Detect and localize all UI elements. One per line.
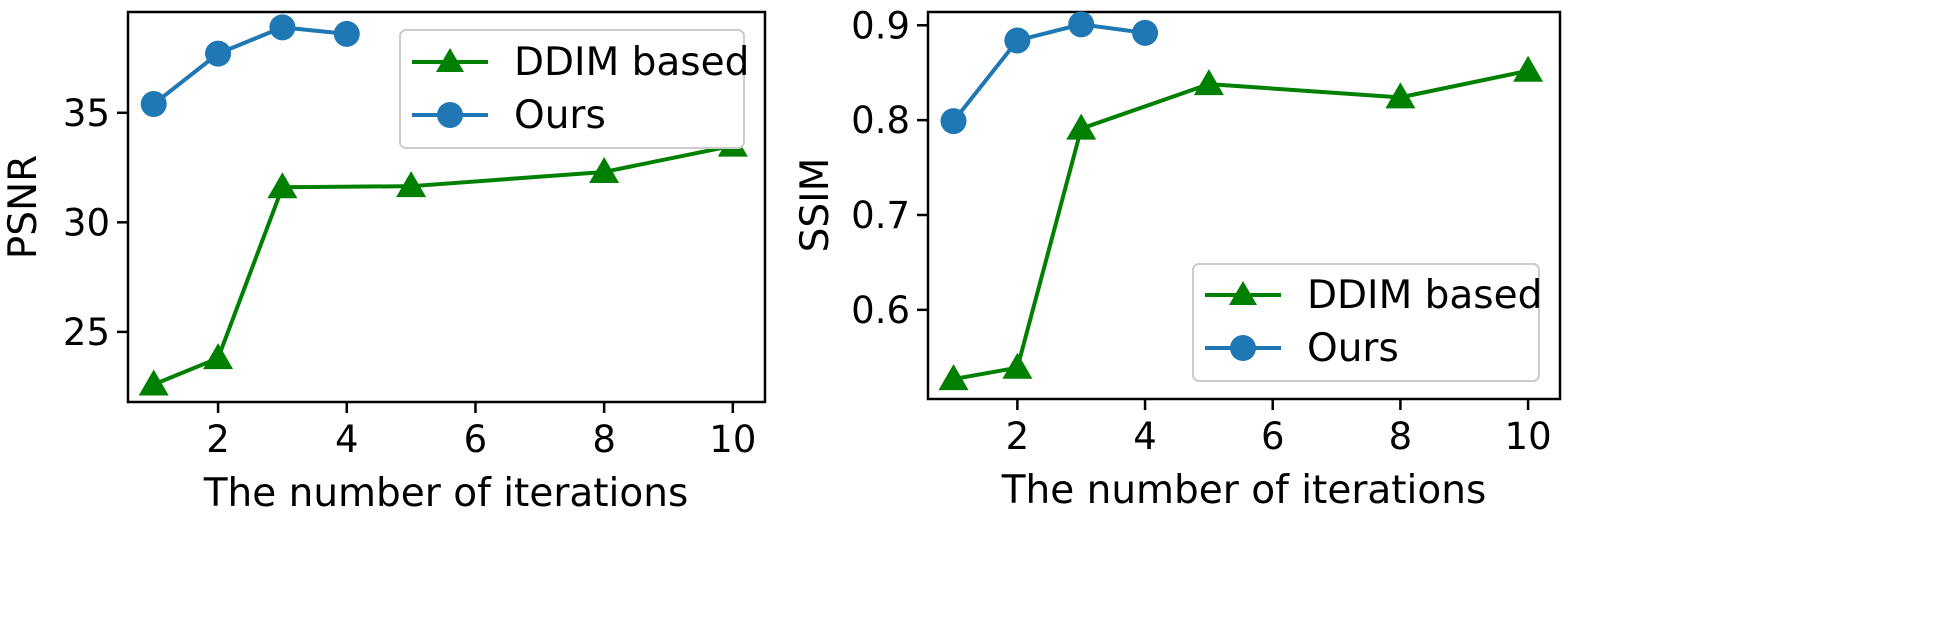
psnr-chart: 2 4 6 8 10 25 30 35 The number of iterations P…	[1, 10, 767, 516]
psnr-x-tick-label: 6	[464, 418, 488, 461]
psnr-legend: DDIM based Ours	[399, 29, 749, 149]
psnr-legend-box	[399, 29, 745, 149]
psnr-x-ticks: 2 4 6 8 10	[206, 402, 756, 461]
ssim-ours-point	[1132, 19, 1159, 46]
ssim-ours-point	[1004, 27, 1031, 54]
ssim-x-tick-label: 2	[1006, 415, 1030, 458]
psnr-y-tick-label: 25	[63, 311, 110, 354]
ssim-y-tick-label: 0.9	[851, 4, 910, 47]
psnr-y-tick-label: 30	[63, 201, 110, 244]
psnr-legend-ddim-label: DDIM based	[514, 40, 749, 85]
psnr-y-tick-label: 35	[63, 92, 110, 135]
ssim-x-tick-label: 4	[1133, 415, 1157, 458]
ssim-x-ticks: 2 4 6 8 10	[1006, 399, 1552, 458]
ssim-ours-line	[951, 22, 1146, 123]
psnr-x-tick-label: 4	[335, 418, 359, 461]
ssim-ddim-point	[1513, 55, 1544, 82]
psnr-ours-line	[152, 25, 347, 106]
ssim-ddim-line	[953, 68, 1529, 382]
psnr-legend-ours-label: Ours	[514, 93, 606, 138]
psnr-ddim-point	[267, 172, 298, 199]
ssim-ours-point	[940, 108, 967, 135]
ssim-ddim-point	[1193, 69, 1224, 96]
ssim-x-tick-label: 6	[1261, 415, 1285, 458]
ssim-ddim-point	[1385, 82, 1416, 109]
ssim-ddim-point	[1002, 352, 1033, 379]
ssim-x-tick-label: 10	[1505, 415, 1552, 458]
psnr-ours-point	[205, 40, 232, 67]
psnr-ddim-line	[152, 143, 734, 387]
psnr-ddim-point	[589, 156, 620, 183]
ssim-legend: DDIM based Ours	[1192, 263, 1542, 382]
psnr-legend-ours-marker	[437, 102, 463, 128]
psnr-ours-point	[140, 91, 167, 118]
psnr-x-tick-label: 2	[206, 418, 230, 461]
ssim-legend-ddim-marker	[1229, 281, 1257, 305]
ssim-x-axis-title: The number of iterations	[1001, 468, 1487, 513]
ssim-y-axis-title: SSIM	[793, 158, 838, 253]
ssim-ddim-point	[938, 364, 969, 391]
ssim-y-tick-label: 0.8	[851, 99, 910, 142]
psnr-ddim-point	[396, 171, 427, 198]
psnr-ddim-point	[138, 369, 169, 396]
psnr-x-tick-label: 8	[592, 418, 616, 461]
ssim-ddim-point	[1066, 113, 1097, 140]
psnr-ours-point	[333, 20, 360, 47]
ssim-legend-ddim-label: DDIM based	[1307, 273, 1542, 318]
psnr-legend-ddim-marker	[436, 48, 464, 72]
ssim-y-tick-label: 0.7	[851, 194, 910, 237]
ssim-legend-ours-marker	[1230, 335, 1256, 361]
psnr-x-axis-title: The number of iterations	[203, 471, 689, 516]
ssim-y-tick-label: 0.6	[851, 289, 910, 332]
psnr-y-ticks: 25 30 35	[63, 92, 128, 354]
ssim-chart: 2 4 6 8 10 0.6 0.7 0.8 0.9 The number of iterat…	[793, 4, 1562, 513]
psnr-x-tick-label: 10	[709, 418, 756, 461]
ssim-plot-frame	[926, 10, 1562, 401]
psnr-plot-frame	[126, 10, 767, 404]
psnr-ddim-point	[203, 343, 234, 370]
ssim-ours-point	[1068, 11, 1095, 38]
ssim-y-ticks: 0.6 0.7 0.8 0.9	[851, 4, 928, 332]
psnr-ours-point	[269, 14, 296, 41]
ssim-x-tick-label: 8	[1389, 415, 1413, 458]
ssim-legend-ours-label: Ours	[1307, 326, 1399, 371]
psnr-y-axis-title: PSNR	[1, 155, 46, 260]
ssim-series-layer	[938, 11, 1544, 391]
psnr-series-layer	[138, 14, 748, 396]
